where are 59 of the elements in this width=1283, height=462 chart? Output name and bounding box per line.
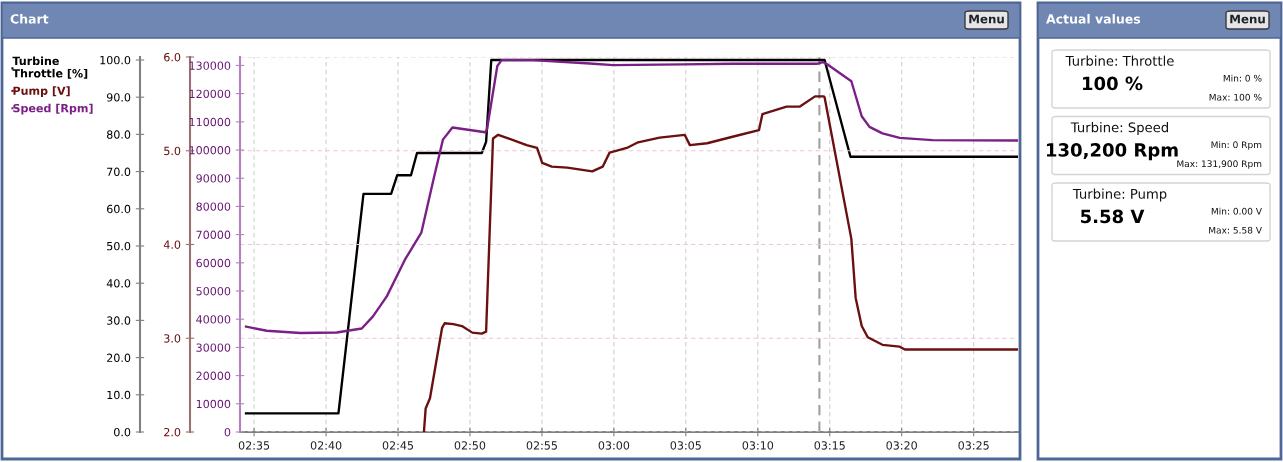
line-series [244,58,1018,335]
y3-tick-label: 40000 [196,315,231,324]
legend-label: Turbine Throttle [%] [12,56,88,79]
x-tick-label: 03:10 [742,441,774,450]
text: Max: 5.58 V [1209,226,1262,234]
y2-tick-label: 5.0 [164,146,181,156]
text: 5.58 V [1080,209,1145,224]
y3-tick-label: 0 [224,427,231,437]
x-tick-label: 03:00 [598,441,630,450]
text: 100 % [1083,76,1143,91]
x-tick-label: 02:40 [310,441,342,450]
y2-tick-label: 3.0 [164,334,181,343]
x-tick-label: 03:25 [958,441,989,450]
y3-tick-label: 80000 [196,202,231,211]
y-tick-label: 0.0 [114,427,131,437]
x-tick-label: 03:05 [670,441,701,450]
y3-tick-label: 20000 [196,371,231,380]
x-tick-label: 03:20 [886,441,917,450]
y3-tick-label: 70000 [196,230,231,240]
y2-tick-label: 4.0 [163,240,181,249]
line-series [422,95,1018,432]
legend-label: Pump [V] [13,86,70,98]
y-tick-label: 60.0 [107,204,131,214]
text: Min: 0.00 V [1211,207,1262,215]
text: Max: 100 % [1209,93,1262,101]
y-tick-label: 50.0 [107,241,131,251]
x-tick-label: 02:45 [382,441,414,450]
y3-tick-label: 90000 [196,174,231,183]
x-tick-label: 02:50 [454,441,486,450]
x-tick-label: 03:15 [814,441,845,450]
text: Max: 131,900 Rpm [1177,160,1262,169]
y2-tick-label: 2.0 [164,427,181,437]
y3-tick-label: 10000 [196,399,231,409]
y3-tick-label: 60000 [196,258,231,268]
line-series [244,58,1018,415]
y2-tick-label: 6.0 [164,52,181,62]
text: Turbine: Throttle [1065,55,1174,66]
x-tick-label: 02:55 [526,441,557,450]
text: Actual values [1046,13,1141,24]
x-tick-label: 02:35 [238,441,270,450]
text: Menu [1230,14,1265,24]
text: Min: 0 % [1223,74,1262,82]
text: Turbine: Speed [1070,122,1168,135]
y-tick-label: 40.0 [106,279,131,288]
y-tick-label: 100.0 [100,55,131,65]
y-tick-label: 90.0 [106,93,131,102]
y-tick-label: 80.0 [106,130,131,139]
y3-tick-label: 50000 [196,287,231,296]
y-tick-label: 10.0 [107,390,131,400]
text: Min: 0 Rpm [1211,141,1262,150]
text: 130,200 Rpm [1046,143,1178,161]
legend-label: Speed [Rpm] [13,103,93,115]
text: Chart [10,13,49,24]
y-tick-label: 30.0 [107,316,131,325]
y-tick-label: 20.0 [107,353,131,362]
y-tick-label: 70.0 [107,167,131,176]
text: Menu [969,14,1004,24]
text: Turbine: Pump [1072,188,1167,202]
y3-tick-label: 30000 [196,343,231,352]
